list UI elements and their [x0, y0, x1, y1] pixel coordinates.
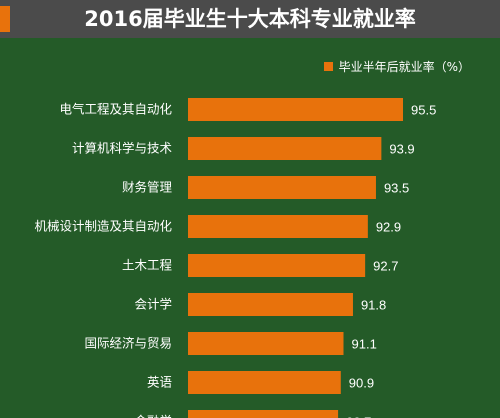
value-label: 90.9 [349, 376, 374, 391]
value-label: 92.7 [373, 259, 398, 274]
bar [188, 137, 382, 160]
category-label: 土木工程 [122, 258, 173, 273]
value-label: 95.5 [411, 103, 436, 118]
category-label: 英语 [147, 375, 172, 390]
category-label: 金融学 [134, 414, 172, 418]
value-label: 93.9 [389, 142, 414, 157]
value-label: 91.8 [361, 298, 386, 313]
legend-swatch [323, 62, 333, 71]
value-label: 90.7 [346, 415, 371, 418]
bar [188, 410, 339, 418]
value-label: 93.5 [384, 181, 409, 196]
bar [188, 98, 403, 121]
title-accent [0, 6, 10, 32]
bar [188, 371, 341, 394]
bar [188, 293, 353, 316]
bar [188, 254, 366, 277]
value-label: 91.1 [352, 337, 377, 352]
bar [188, 215, 368, 238]
bar [188, 176, 376, 199]
legend-label: 毕业半年后就业率（%） [338, 60, 470, 74]
category-label: 会计学 [134, 297, 172, 312]
category-label: 计算机科学与技术 [72, 141, 173, 156]
chart-title: 2016届毕业生十大本科专业就业率 [84, 7, 416, 31]
category-label: 电气工程及其自动化 [59, 102, 172, 117]
category-label: 财务管理 [122, 180, 173, 195]
value-label: 92.9 [376, 220, 401, 235]
title-bar: 2016届毕业生十大本科专业就业率 [0, 0, 500, 38]
category-label: 机械设计制造及其自动化 [34, 219, 172, 234]
category-label: 国际经济与贸易 [84, 336, 172, 351]
bar [188, 332, 344, 355]
legend: 毕业半年后就业率（%） [323, 58, 470, 75]
